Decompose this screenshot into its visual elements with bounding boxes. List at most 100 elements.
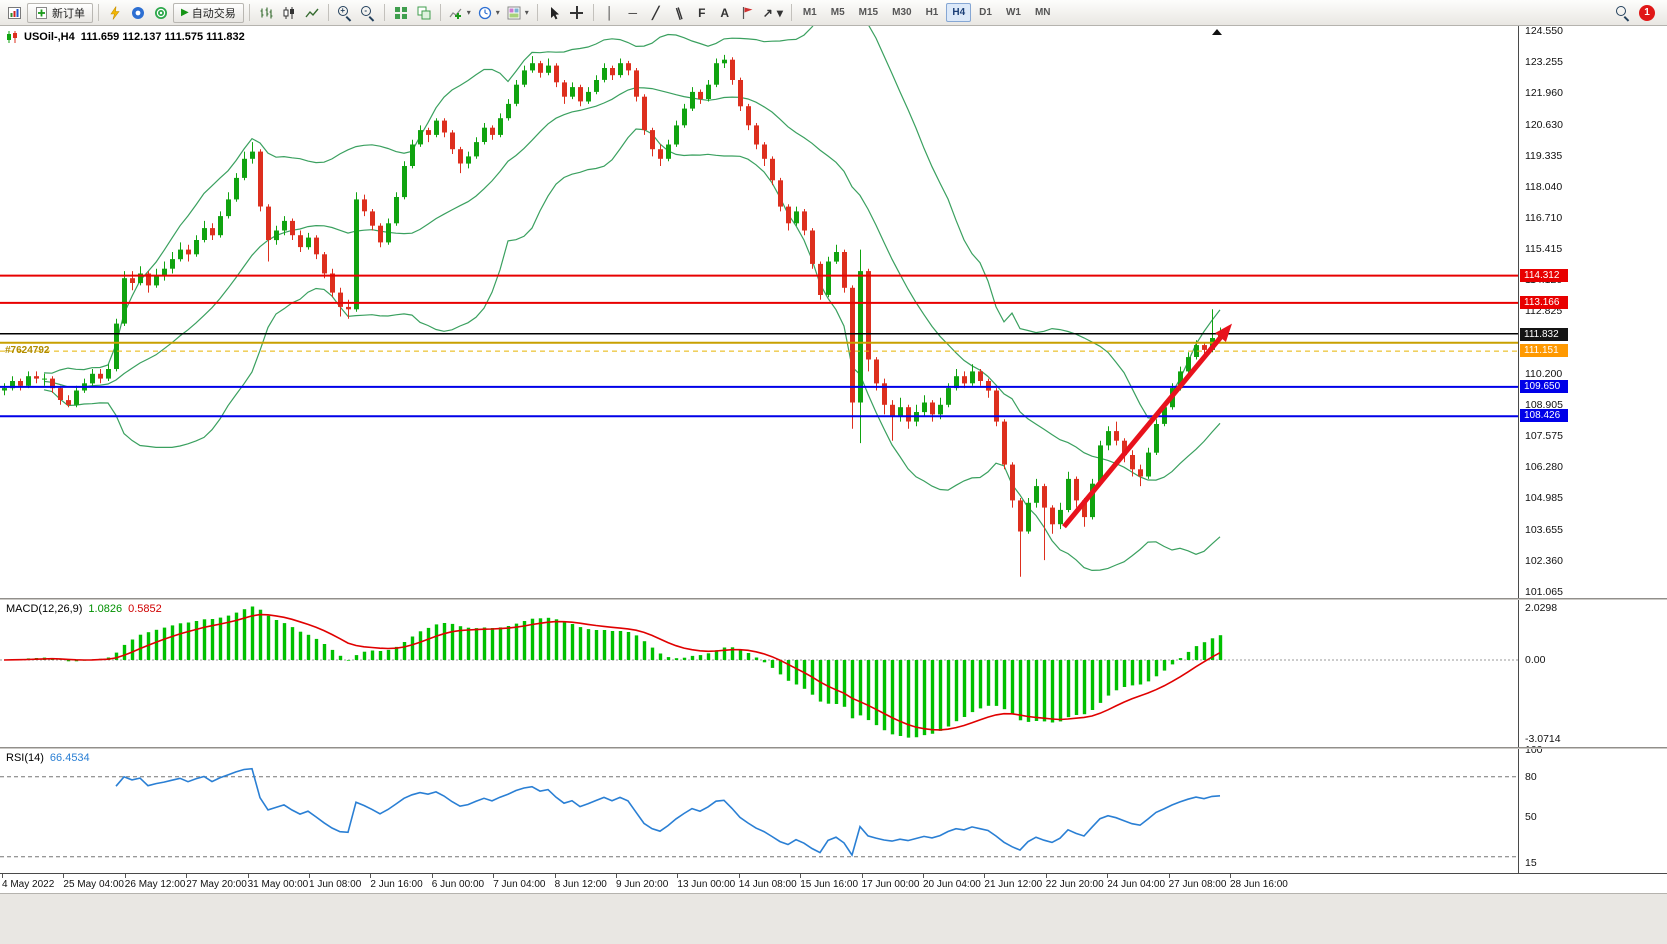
arrow-icon: ↗ <box>762 5 773 20</box>
time-tick <box>2 874 3 878</box>
time-axis[interactable]: 4 May 2022 25 May 04:00 26 May 12:00 27 May… <box>0 873 1667 893</box>
zoom-out-button[interactable]: - <box>357 2 379 24</box>
time-tick <box>738 874 740 878</box>
indicators-button[interactable]: ▾ <box>446 2 474 24</box>
time-label: 28 Jun 16:00 <box>1230 879 1288 890</box>
label-tool[interactable] <box>737 2 759 24</box>
axis-label: 80 <box>1525 770 1537 783</box>
tile-windows-button[interactable] <box>390 2 412 24</box>
time-tick <box>1107 874 1109 878</box>
timeframe-h1-button[interactable]: H1 <box>925 7 939 18</box>
time-tick <box>124 874 126 878</box>
axis-label: 123.255 <box>1525 55 1563 68</box>
price-marker: 114.312 <box>1520 268 1568 282</box>
timeframe-mn-button[interactable]: MN <box>1034 7 1051 18</box>
bar-chart-type-button[interactable] <box>255 2 277 24</box>
dropdown-caret-icon: ▾ <box>495 8 500 17</box>
time-tick <box>800 874 802 878</box>
time-label: 25 May 04:00 <box>63 879 124 890</box>
dropdown-caret-icon: ▾ <box>776 5 783 20</box>
time-tick <box>309 874 310 878</box>
timeframe-m30-button[interactable]: M30 <box>892 7 912 18</box>
time-label: 9 Jun 20:00 <box>616 879 669 890</box>
line-chart-type-button[interactable] <box>301 2 323 24</box>
timeframe-m5-button[interactable]: M5 <box>830 7 845 18</box>
time-label: 27 Jun 08:00 <box>1168 879 1227 890</box>
metaeditor-button[interactable] <box>104 2 126 24</box>
time-label: 8 Jun 12:00 <box>554 879 607 890</box>
label-flag-icon <box>743 6 753 19</box>
templates-icon <box>507 6 521 19</box>
time-tick <box>861 874 863 878</box>
indicators-icon <box>449 8 462 19</box>
timeframe-toolbar: M1 M5 M15 M30 H1 H4 D1 W1 MN <box>797 3 1057 22</box>
time-tick <box>1168 874 1170 878</box>
vertical-line-tool[interactable]: │ <box>599 2 621 24</box>
toolbar-separator <box>790 4 792 21</box>
axis-label: 115.415 <box>1525 243 1563 256</box>
timeframe-m15-button[interactable]: M15 <box>858 7 879 18</box>
time-tick <box>984 874 986 878</box>
time-label: 1 Jun 08:00 <box>309 879 362 890</box>
dropdown-caret-icon: ▾ <box>466 8 471 17</box>
new-chart-button[interactable] <box>4 2 26 24</box>
price-marker: 108.426 <box>1520 409 1568 423</box>
position-ticket-label: #7624792 <box>5 345 50 356</box>
fibonacci-tool[interactable]: F <box>691 2 713 24</box>
new-order-icon <box>36 6 47 19</box>
crosshair-icon <box>570 6 584 19</box>
price-chart[interactable] <box>0 26 1518 598</box>
timeframe-h4-button[interactable]: H4 <box>946 3 972 22</box>
candlestick-type-button[interactable] <box>278 2 300 24</box>
panel-splitter[interactable] <box>0 747 1667 749</box>
templates-button[interactable]: ▾ <box>504 2 532 24</box>
zoom-in-button[interactable]: + <box>334 2 356 24</box>
toolbar-separator <box>536 4 538 21</box>
toolbar-separator <box>592 4 594 21</box>
search-button[interactable] <box>1612 2 1634 24</box>
time-tick <box>1230 874 1231 878</box>
macd-main-value: 1.0826 <box>88 603 123 615</box>
time-tick <box>431 874 433 878</box>
ohlc-values: 111.659 112.137 111.575 111.832 <box>80 31 245 43</box>
timeframe-w1-button[interactable]: W1 <box>1005 7 1021 18</box>
arrows-tool[interactable]: ↗ ▾ <box>760 2 786 24</box>
cascade-windows-icon <box>417 6 431 19</box>
time-label: 26 May 12:00 <box>124 879 186 890</box>
rsi-value: 66.4534 <box>49 752 90 764</box>
axis-label: 116.710 <box>1525 212 1563 225</box>
rsi-panel[interactable] <box>0 749 1518 873</box>
horizontal-line-tool[interactable]: ─ <box>622 2 644 24</box>
periods-button[interactable]: ▾ <box>475 2 503 24</box>
tile-windows-icon <box>394 6 407 19</box>
time-label: 4 May 2022 <box>2 879 55 890</box>
symbol-title: USOil-,H4 <box>24 31 75 43</box>
fibonacci-icon: F <box>698 5 706 20</box>
axis-label: 118.040 <box>1525 180 1563 193</box>
trendline-tool[interactable]: ╱ <box>645 2 667 24</box>
channel-tool[interactable]: ∥ <box>668 2 690 24</box>
axis-label: 110.200 <box>1525 367 1563 380</box>
timeframe-d1-button[interactable]: D1 <box>979 7 992 18</box>
community-icon <box>155 6 167 19</box>
price-scale[interactable]: 124.550 123.255 121.960 120.630 119.335 118.0… <box>1518 25 1667 873</box>
autotrading-button[interactable]: ▶ 自动交易 <box>173 2 244 23</box>
notification-badge[interactable]: 1 <box>1639 4 1655 21</box>
panel-splitter[interactable] <box>0 598 1667 600</box>
search-icon <box>1616 5 1630 22</box>
time-tick <box>554 874 556 878</box>
crosshair-button[interactable] <box>566 2 588 24</box>
market-watch-button[interactable] <box>127 2 149 24</box>
axis-label: 101.065 <box>1525 586 1563 598</box>
cursor-button[interactable] <box>543 2 565 24</box>
community-button[interactable] <box>150 2 172 24</box>
clock-icon <box>478 6 491 19</box>
time-label: 17 Jun 00:00 <box>861 879 920 890</box>
text-tool[interactable]: A <box>714 2 736 24</box>
macd-panel[interactable] <box>0 600 1518 747</box>
timeframe-m1-button[interactable]: M1 <box>802 7 817 18</box>
time-label: 2 Jun 16:00 <box>370 879 423 890</box>
new-order-button[interactable]: 新订单 <box>27 2 93 23</box>
cascade-windows-button[interactable] <box>413 2 435 24</box>
toolbar-separator <box>383 4 385 21</box>
